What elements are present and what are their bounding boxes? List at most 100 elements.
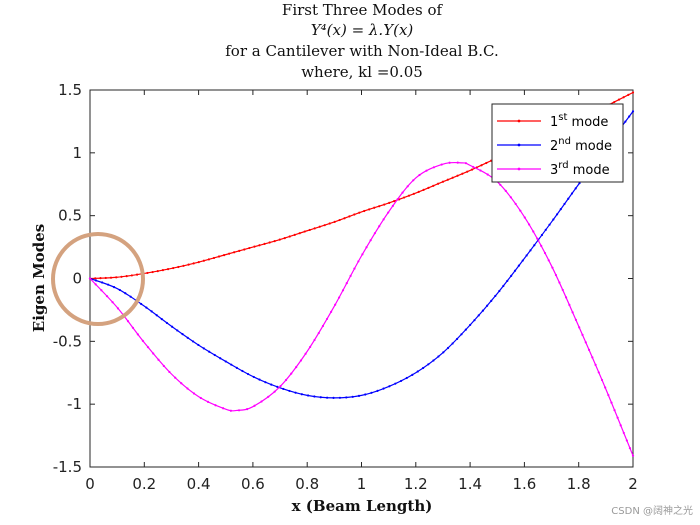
series-3-marker <box>401 191 404 194</box>
series-2-marker <box>129 295 132 298</box>
series-2-marker <box>446 346 450 350</box>
series-3-marker <box>206 400 210 403</box>
series-3-marker <box>528 223 531 226</box>
series-2-marker <box>525 254 528 257</box>
series-1-marker <box>99 277 102 280</box>
series-3-marker <box>321 324 325 328</box>
series-1-marker <box>451 176 454 179</box>
series-3-marker <box>330 310 333 313</box>
series-1-marker <box>288 235 291 238</box>
series-1-marker <box>166 268 170 271</box>
series-1-marker <box>212 256 216 260</box>
series-3-marker <box>345 281 348 285</box>
series-3-marker <box>425 169 428 172</box>
series-1-marker <box>187 263 190 266</box>
series-3-marker <box>369 239 372 242</box>
series-2-marker <box>513 269 517 272</box>
series-3-marker <box>619 424 622 427</box>
series-1-marker <box>130 274 133 277</box>
series-1-marker <box>293 233 296 236</box>
series-3-marker <box>157 358 160 361</box>
series-3-marker <box>192 392 196 395</box>
series-1-marker <box>441 180 445 183</box>
series-1-marker <box>303 230 306 233</box>
chart-title: First Three Modes of Y⁴(x) = λ.Y(x) for … <box>225 1 499 81</box>
series-3-marker <box>222 407 225 410</box>
series-2-marker <box>345 396 348 399</box>
series-1-marker <box>125 275 128 278</box>
series-2-marker <box>486 304 489 307</box>
series-2-marker <box>150 310 153 313</box>
series-2-marker <box>326 396 329 399</box>
series-2-marker <box>165 321 169 325</box>
series-2-marker <box>570 192 574 195</box>
series-1-marker <box>353 213 356 216</box>
series-3-marker <box>246 408 249 411</box>
series-3-marker <box>600 378 604 382</box>
series-1-marker <box>461 172 464 175</box>
series-2-marker <box>208 350 211 353</box>
x-tick-label: 2 <box>628 475 638 493</box>
series-1-marker <box>172 266 175 270</box>
x-tick-label: 0.8 <box>295 475 319 493</box>
series-2-marker <box>567 197 570 200</box>
series-1-marker <box>446 178 449 181</box>
series-3-marker <box>162 364 165 368</box>
series-2-marker <box>258 378 261 381</box>
series-2-marker <box>388 385 391 388</box>
series-1-marker <box>485 161 488 165</box>
series-3-marker <box>361 253 364 256</box>
series-2-marker <box>422 366 425 370</box>
series-2-marker <box>502 284 505 288</box>
series-3-marker <box>412 179 415 182</box>
series-1-marker <box>253 245 256 248</box>
series-3-marker <box>418 173 421 177</box>
series-2-marker <box>382 387 385 390</box>
series-1-marker <box>248 246 251 250</box>
series-2-marker <box>264 381 267 384</box>
series-3-marker <box>523 216 526 219</box>
series-3-marker <box>341 289 345 292</box>
series-3-marker <box>568 303 571 306</box>
series-1-marker <box>298 232 301 235</box>
series-1-marker <box>402 196 406 199</box>
series-2-marker <box>481 309 485 312</box>
x-tick-label: 0 <box>85 475 95 493</box>
series-3-marker <box>136 333 139 336</box>
series-3-marker <box>105 295 109 298</box>
series-2-marker <box>533 244 536 247</box>
series-2-marker <box>631 110 635 113</box>
series-1-marker <box>378 205 381 208</box>
series-3-marker <box>146 346 150 349</box>
series-3-marker <box>499 183 502 186</box>
series-2-marker <box>219 357 222 360</box>
x-tick-label: 1.4 <box>458 475 482 493</box>
series-1-marker <box>323 224 326 227</box>
series-2-marker <box>94 279 98 282</box>
series-1-marker <box>313 227 316 230</box>
legend-label-1: 1st mode <box>550 112 608 130</box>
series-1-marker <box>146 271 149 275</box>
series-3-marker <box>448 161 451 164</box>
title-line-1: First Three Modes of <box>282 1 444 19</box>
series-3-marker <box>174 376 177 379</box>
series-1-marker <box>383 203 386 206</box>
legend-number: 3 <box>550 163 558 178</box>
series-3-marker <box>304 352 307 355</box>
legend-label-2: 2nd mode <box>550 136 612 154</box>
series-1-marker <box>283 237 286 240</box>
series-3-marker <box>357 260 360 263</box>
series-3-marker <box>536 237 539 240</box>
series-3-marker <box>396 198 399 201</box>
series-2-marker <box>394 382 397 385</box>
series-1-marker <box>197 261 200 264</box>
title-line-3: for a Cantilever with Non-Ideal B.C. <box>225 42 499 60</box>
series-3-marker <box>199 396 202 400</box>
series-2-marker <box>332 396 335 399</box>
series-3-marker <box>543 251 547 255</box>
series-3-marker <box>290 372 293 375</box>
series-1-marker <box>268 241 271 244</box>
series-1-marker <box>627 93 630 96</box>
series-3-marker <box>260 400 263 403</box>
